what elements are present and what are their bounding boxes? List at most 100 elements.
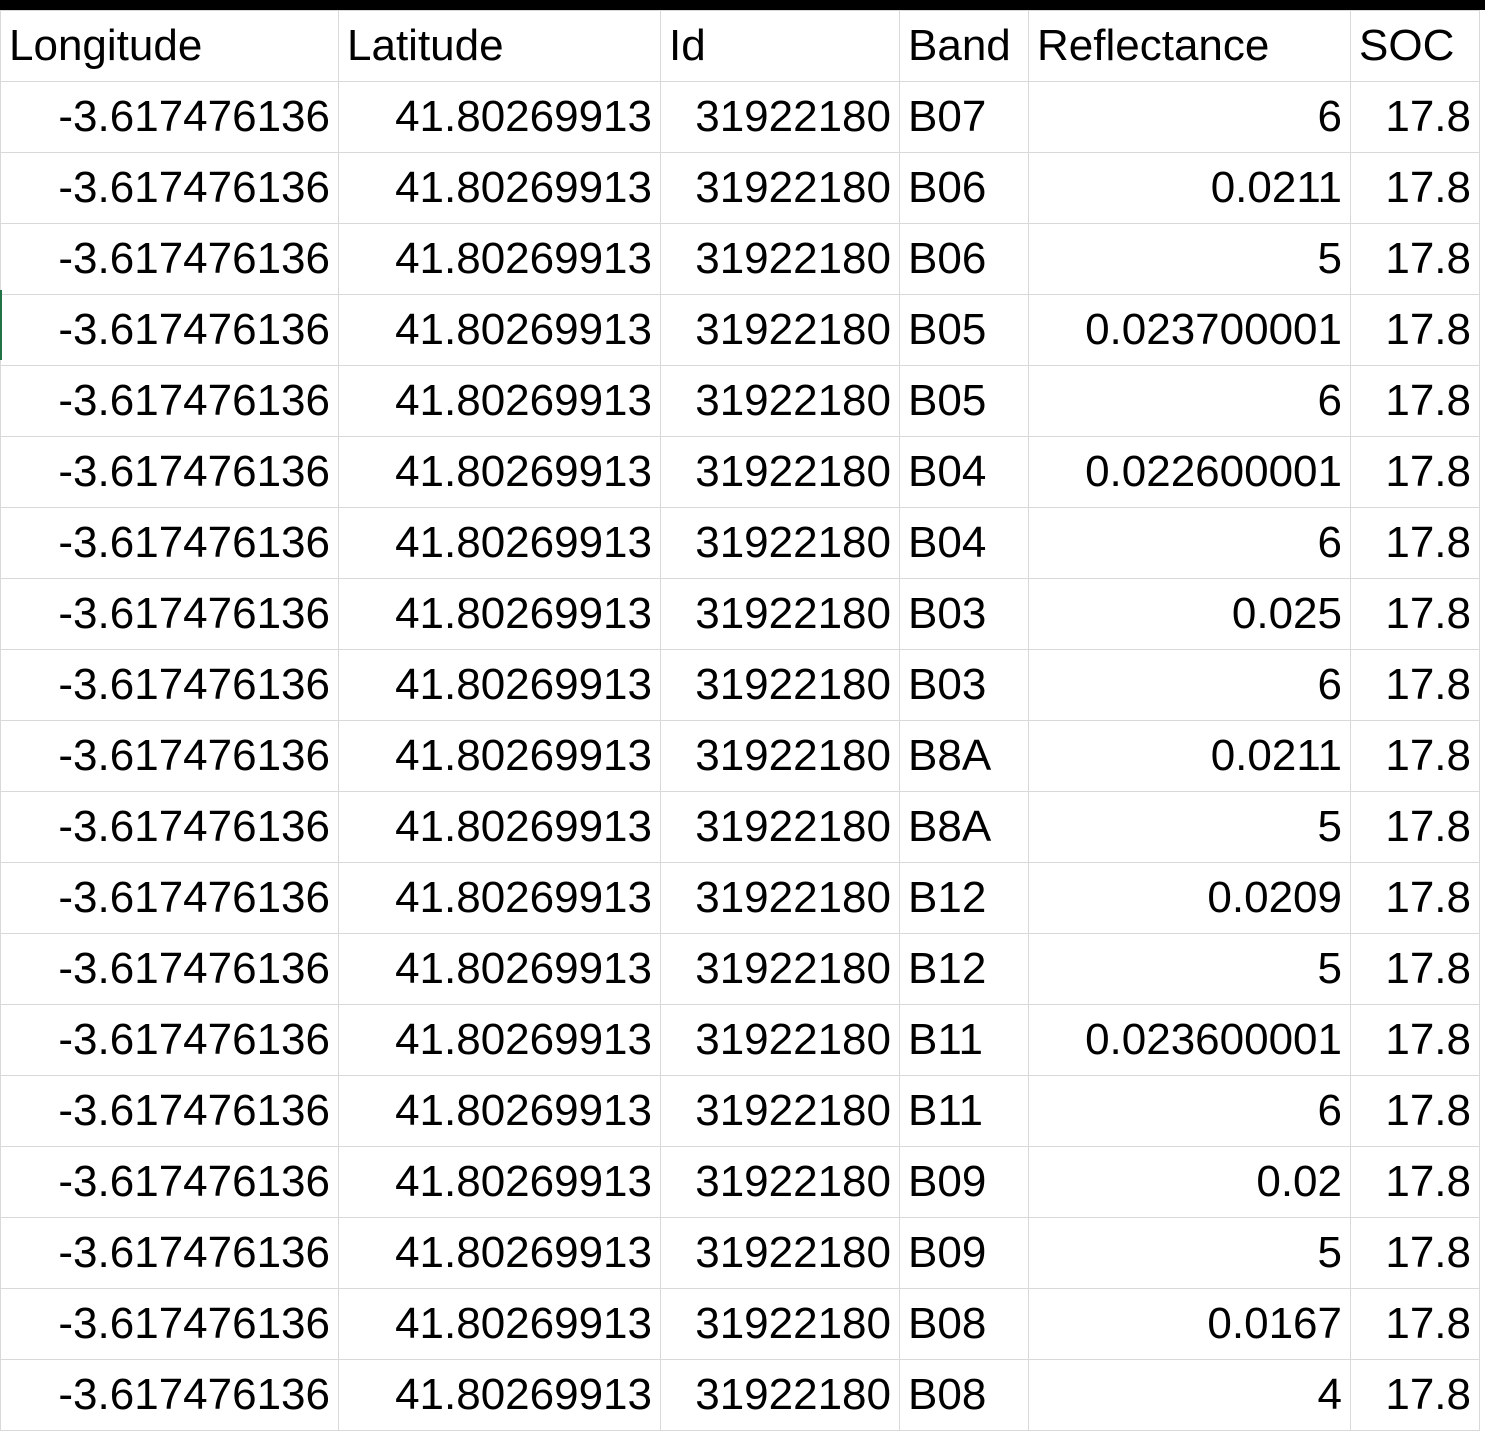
- cell-soc[interactable]: 17.8: [1350, 862, 1480, 934]
- cell-latitude[interactable]: 41.80269913: [338, 933, 661, 1005]
- header-cell-longitude[interactable]: Longitude: [0, 10, 339, 82]
- cell-reflectance[interactable]: 6: [1028, 507, 1351, 579]
- header-cell-band[interactable]: Band: [899, 10, 1029, 82]
- cell-reflectance[interactable]: 0.0211: [1028, 152, 1351, 224]
- cell-latitude[interactable]: 41.80269913: [338, 1288, 661, 1360]
- cell-band[interactable]: B04: [899, 436, 1029, 508]
- cell-longitude[interactable]: -3.617476136: [0, 152, 339, 224]
- cell-id[interactable]: 31922180: [660, 933, 900, 1005]
- cell-id[interactable]: 31922180: [660, 1359, 900, 1431]
- cell-soc[interactable]: 17.8: [1350, 578, 1480, 650]
- cell-longitude[interactable]: -3.617476136: [0, 1217, 339, 1289]
- cell-latitude[interactable]: 41.80269913: [338, 720, 661, 792]
- cell-reflectance[interactable]: 4: [1028, 1359, 1351, 1431]
- cell-id[interactable]: 31922180: [660, 152, 900, 224]
- cell-reflectance[interactable]: 5: [1028, 933, 1351, 1005]
- cell-latitude[interactable]: 41.80269913: [338, 507, 661, 579]
- cell-latitude[interactable]: 41.80269913: [338, 223, 661, 295]
- cell-reflectance[interactable]: 0.02: [1028, 1146, 1351, 1218]
- cell-band[interactable]: B06: [899, 223, 1029, 295]
- cell-id[interactable]: 31922180: [660, 1004, 900, 1076]
- cell-band[interactable]: B04: [899, 507, 1029, 579]
- header-cell-reflectance[interactable]: Reflectance: [1028, 10, 1351, 82]
- cell-longitude[interactable]: -3.617476136: [0, 649, 339, 721]
- cell-latitude[interactable]: 41.80269913: [338, 1146, 661, 1218]
- cell-longitude[interactable]: -3.617476136: [0, 81, 339, 153]
- cell-longitude[interactable]: -3.617476136: [0, 365, 339, 437]
- cell-latitude[interactable]: 41.80269913: [338, 81, 661, 153]
- cell-band[interactable]: B8A: [899, 720, 1029, 792]
- cell-id[interactable]: 31922180: [660, 1288, 900, 1360]
- cell-id[interactable]: 31922180: [660, 507, 900, 579]
- cell-latitude[interactable]: 41.80269913: [338, 365, 661, 437]
- cell-longitude[interactable]: -3.617476136: [0, 862, 339, 934]
- cell-soc[interactable]: 17.8: [1350, 791, 1480, 863]
- cell-reflectance[interactable]: 5: [1028, 1217, 1351, 1289]
- cell-id[interactable]: 31922180: [660, 1146, 900, 1218]
- header-cell-latitude[interactable]: Latitude: [338, 10, 661, 82]
- header-cell-id[interactable]: Id: [660, 10, 900, 82]
- cell-reflectance[interactable]: 6: [1028, 81, 1351, 153]
- cell-latitude[interactable]: 41.80269913: [338, 1004, 661, 1076]
- cell-id[interactable]: 31922180: [660, 294, 900, 366]
- cell-reflectance[interactable]: 6: [1028, 649, 1351, 721]
- cell-id[interactable]: 31922180: [660, 649, 900, 721]
- cell-soc[interactable]: 17.8: [1350, 223, 1480, 295]
- cell-longitude[interactable]: -3.617476136: [0, 1004, 339, 1076]
- cell-reflectance[interactable]: 0.0209: [1028, 862, 1351, 934]
- cell-id[interactable]: 31922180: [660, 223, 900, 295]
- cell-latitude[interactable]: 41.80269913: [338, 862, 661, 934]
- cell-longitude[interactable]: -3.617476136: [0, 791, 339, 863]
- cell-latitude[interactable]: 41.80269913: [338, 294, 661, 366]
- cell-latitude[interactable]: 41.80269913: [338, 1359, 661, 1431]
- cell-soc[interactable]: 17.8: [1350, 1217, 1480, 1289]
- cell-latitude[interactable]: 41.80269913: [338, 152, 661, 224]
- cell-latitude[interactable]: 41.80269913: [338, 649, 661, 721]
- cell-longitude[interactable]: -3.617476136: [0, 1075, 339, 1147]
- cell-band[interactable]: B03: [899, 578, 1029, 650]
- cell-soc[interactable]: 17.8: [1350, 933, 1480, 1005]
- cell-id[interactable]: 31922180: [660, 578, 900, 650]
- cell-longitude[interactable]: -3.617476136: [0, 507, 339, 579]
- cell-id[interactable]: 31922180: [660, 81, 900, 153]
- cell-id[interactable]: 31922180: [660, 365, 900, 437]
- cell-longitude[interactable]: -3.617476136: [0, 578, 339, 650]
- cell-reflectance[interactable]: 0.022600001: [1028, 436, 1351, 508]
- cell-latitude[interactable]: 41.80269913: [338, 791, 661, 863]
- cell-soc[interactable]: 17.8: [1350, 720, 1480, 792]
- cell-band[interactable]: B11: [899, 1075, 1029, 1147]
- cell-reflectance[interactable]: 0.023700001: [1028, 294, 1351, 366]
- cell-latitude[interactable]: 41.80269913: [338, 578, 661, 650]
- cell-reflectance[interactable]: 0.0211: [1028, 720, 1351, 792]
- cell-reflectance[interactable]: 0.023600001: [1028, 1004, 1351, 1076]
- cell-band[interactable]: B11: [899, 1004, 1029, 1076]
- cell-soc[interactable]: 17.8: [1350, 1359, 1480, 1431]
- cell-reflectance[interactable]: 0.0167: [1028, 1288, 1351, 1360]
- cell-soc[interactable]: 17.8: [1350, 1288, 1480, 1360]
- cell-band[interactable]: B06: [899, 152, 1029, 224]
- cell-latitude[interactable]: 41.80269913: [338, 1217, 661, 1289]
- cell-longitude[interactable]: -3.617476136: [0, 436, 339, 508]
- cell-latitude[interactable]: 41.80269913: [338, 436, 661, 508]
- cell-band[interactable]: B09: [899, 1146, 1029, 1218]
- cell-band[interactable]: B05: [899, 365, 1029, 437]
- cell-soc[interactable]: 17.8: [1350, 649, 1480, 721]
- cell-longitude[interactable]: -3.617476136: [0, 1288, 339, 1360]
- cell-id[interactable]: 31922180: [660, 862, 900, 934]
- cell-reflectance[interactable]: 5: [1028, 791, 1351, 863]
- cell-band[interactable]: B03: [899, 649, 1029, 721]
- cell-reflectance[interactable]: 5: [1028, 223, 1351, 295]
- cell-id[interactable]: 31922180: [660, 1217, 900, 1289]
- cell-reflectance[interactable]: 6: [1028, 1075, 1351, 1147]
- cell-soc[interactable]: 17.8: [1350, 152, 1480, 224]
- cell-longitude[interactable]: -3.617476136: [0, 1146, 339, 1218]
- cell-longitude[interactable]: -3.617476136: [0, 1359, 339, 1431]
- cell-reflectance[interactable]: 0.025: [1028, 578, 1351, 650]
- cell-longitude[interactable]: -3.617476136: [0, 933, 339, 1005]
- cell-band[interactable]: B08: [899, 1359, 1029, 1431]
- cell-soc[interactable]: 17.8: [1350, 1075, 1480, 1147]
- cell-soc[interactable]: 17.8: [1350, 294, 1480, 366]
- cell-longitude[interactable]: -3.617476136: [0, 294, 339, 366]
- cell-longitude[interactable]: -3.617476136: [0, 223, 339, 295]
- cell-band[interactable]: B12: [899, 933, 1029, 1005]
